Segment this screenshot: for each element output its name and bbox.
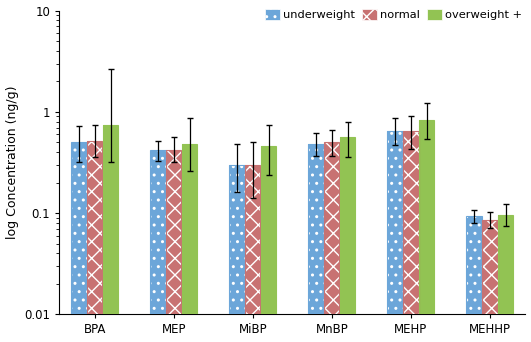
Legend: underweight, normal, overweight +: underweight, normal, overweight + [263,7,525,23]
Bar [388,131,402,342]
Bar [166,150,182,342]
Bar [150,150,166,342]
Bar [498,215,513,342]
Bar [309,144,324,342]
Bar [229,165,245,342]
Bar [71,142,87,342]
Bar [340,137,355,342]
Bar [482,220,498,342]
Bar [245,165,260,342]
Bar [103,125,118,342]
Bar [466,216,482,342]
Bar [150,150,166,342]
Bar [324,142,339,342]
Bar [261,146,276,342]
Bar [498,215,513,342]
Bar [87,141,102,342]
Bar [71,142,87,342]
Bar [340,137,355,342]
Bar [182,144,197,342]
Bar [103,125,118,342]
Bar [261,146,276,342]
Bar [182,144,197,342]
Bar [388,131,402,342]
Bar [324,142,339,342]
Bar [482,220,498,342]
Bar [309,144,324,342]
Bar [403,131,418,342]
Bar [419,119,434,342]
Y-axis label: log Concentration (ng/g): log Concentration (ng/g) [5,86,19,239]
Bar [245,165,260,342]
Bar [87,141,102,342]
Bar [403,131,418,342]
Bar [166,150,182,342]
Bar [229,165,245,342]
Bar [466,216,482,342]
Bar [419,119,434,342]
